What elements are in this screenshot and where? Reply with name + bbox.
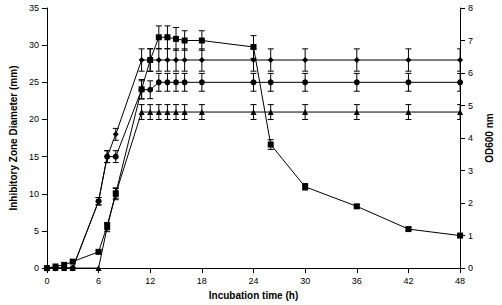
svg-text:10: 10 xyxy=(29,189,39,199)
svg-text:30: 30 xyxy=(29,40,39,50)
svg-text:Incubation time (h): Incubation time (h) xyxy=(209,290,298,301)
svg-text:4: 4 xyxy=(468,133,473,143)
svg-text:18: 18 xyxy=(197,276,207,286)
svg-text:20: 20 xyxy=(29,114,39,124)
svg-text:42: 42 xyxy=(403,276,413,286)
svg-text:30: 30 xyxy=(300,276,310,286)
svg-text:3: 3 xyxy=(468,166,473,176)
svg-text:6: 6 xyxy=(96,276,101,286)
svg-text:12: 12 xyxy=(145,276,155,286)
svg-text:5: 5 xyxy=(34,226,39,236)
svg-text:24: 24 xyxy=(248,276,258,286)
svg-text:0: 0 xyxy=(468,263,473,273)
svg-text:36: 36 xyxy=(352,276,362,286)
svg-text:OD600 nm: OD600 nm xyxy=(484,113,495,163)
svg-text:8: 8 xyxy=(468,3,473,13)
svg-text:0: 0 xyxy=(44,276,49,286)
svg-text:2: 2 xyxy=(468,198,473,208)
svg-text:1: 1 xyxy=(468,231,473,241)
svg-text:25: 25 xyxy=(29,77,39,87)
svg-text:48: 48 xyxy=(455,276,465,286)
svg-text:35: 35 xyxy=(29,3,39,13)
svg-text:15: 15 xyxy=(29,152,39,162)
svg-text:5: 5 xyxy=(468,101,473,111)
svg-text:6: 6 xyxy=(468,68,473,78)
svg-text:Inhibitory Zone Diameter (mm): Inhibitory Zone Diameter (mm) xyxy=(8,66,19,211)
svg-text:0: 0 xyxy=(34,263,39,273)
svg-text:7: 7 xyxy=(468,36,473,46)
